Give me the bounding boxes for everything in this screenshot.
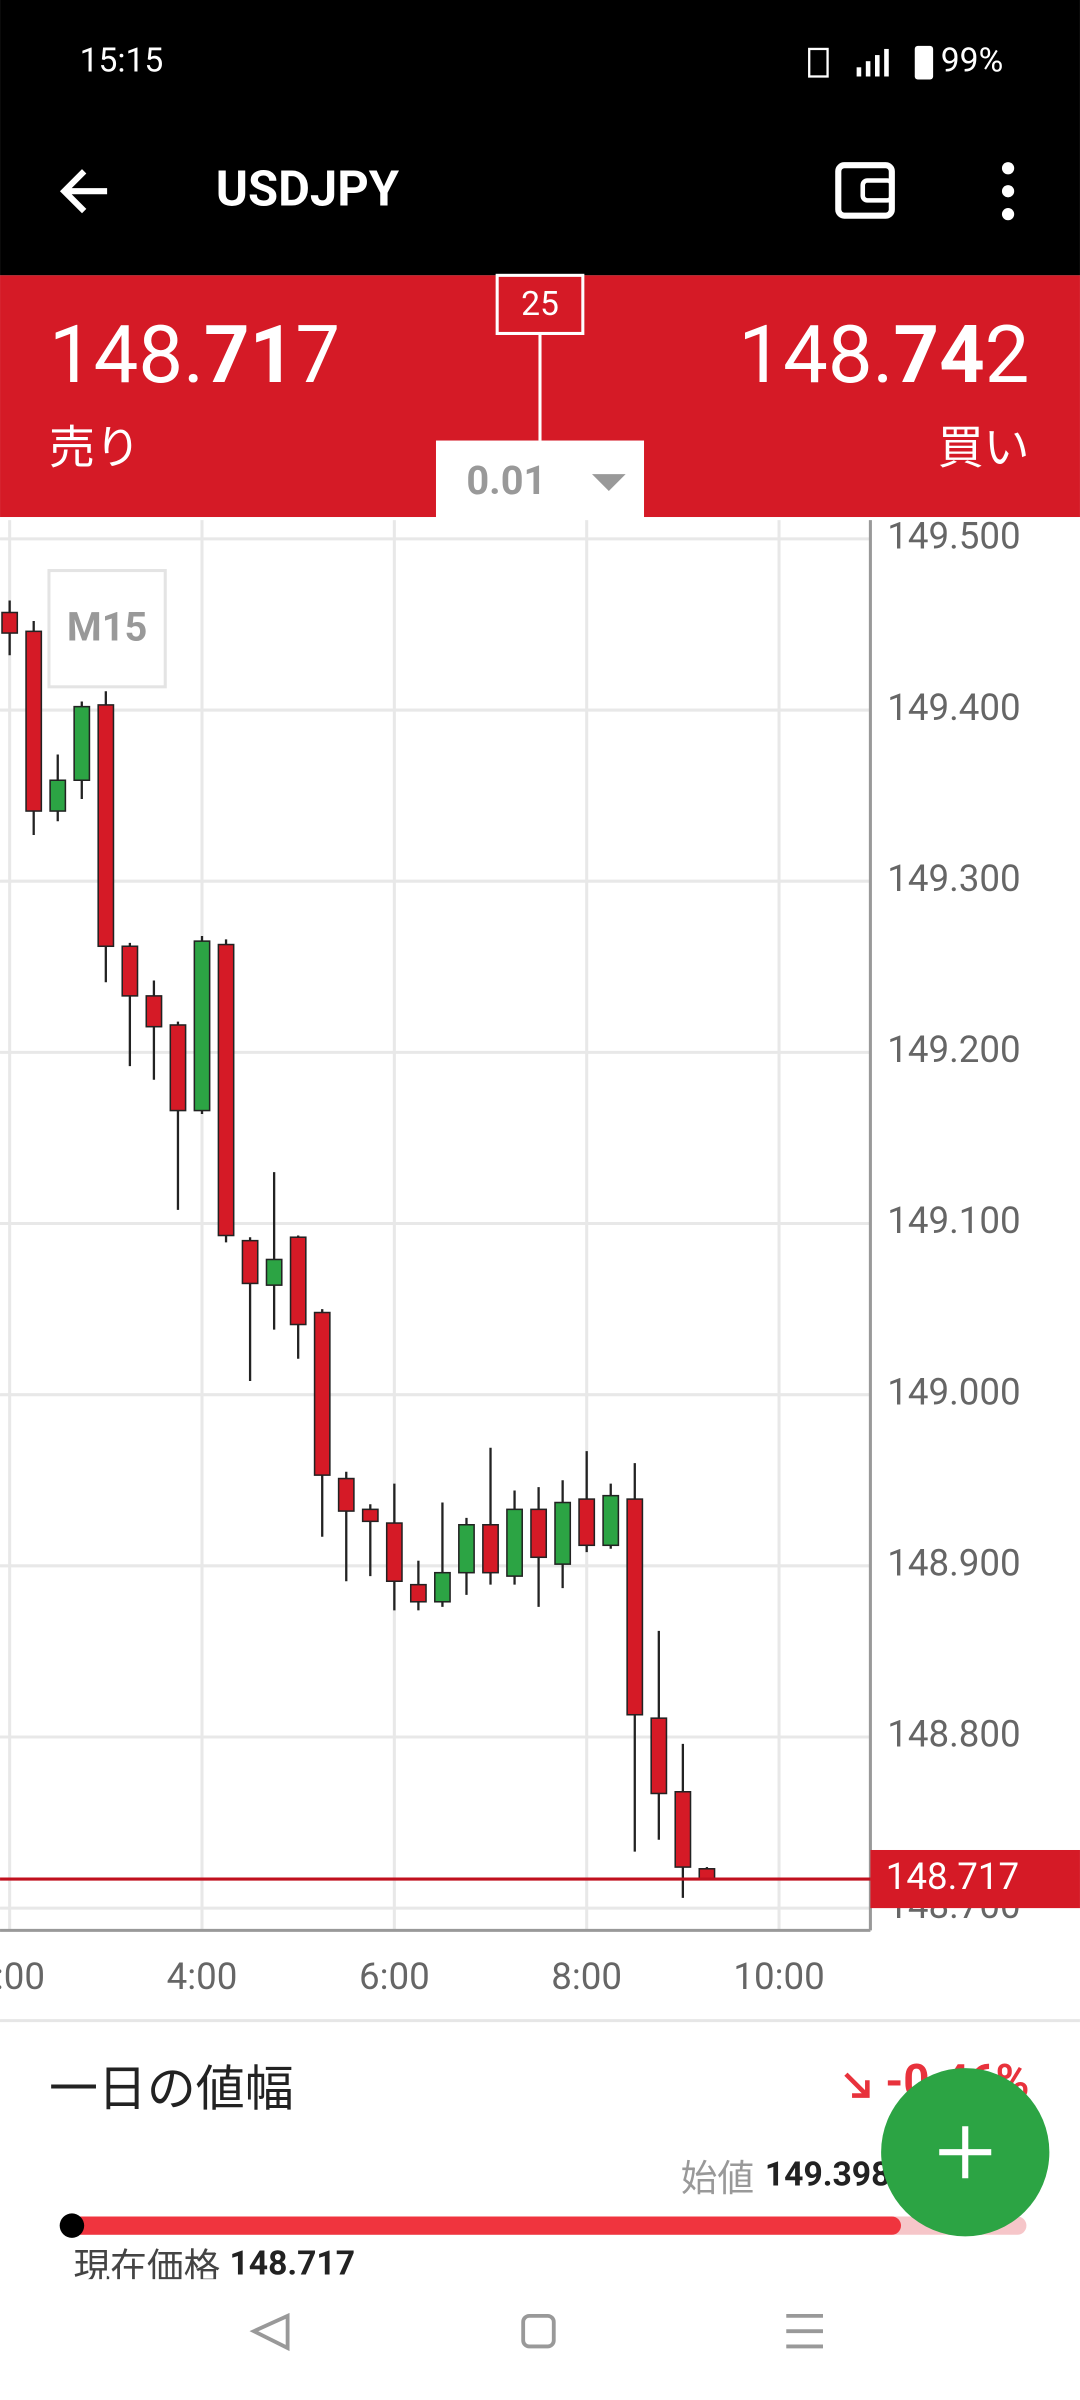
current-price-box <box>870 1849 1080 1909</box>
down-arrow <box>844 2072 870 2098</box>
lot-dropdown-arrow[interactable] <box>592 474 626 492</box>
sell-label[interactable]: 売り <box>49 421 141 475</box>
candle-body <box>530 1508 548 1559</box>
timeframe[interactable]: M15 <box>67 604 147 651</box>
x-tick-label: 4:00 <box>167 1955 238 1998</box>
candle-body <box>313 1311 331 1476</box>
top-bar <box>0 0 1080 276</box>
x-tick-label: 8:00 <box>551 1955 622 1998</box>
candle-body <box>49 779 67 812</box>
candle-body <box>506 1508 523 1577</box>
wallet-button[interactable] <box>835 162 895 219</box>
candle-body <box>602 1494 620 1547</box>
menu-button[interactable] <box>1001 162 1015 221</box>
sell-price[interactable]: 148.717 <box>49 309 340 402</box>
candle-body <box>361 1508 379 1523</box>
candle-body <box>1 611 19 634</box>
y-tick-label: 149.500 <box>887 515 1020 558</box>
y-tick-label: 149.200 <box>887 1028 1020 1071</box>
status-time: 15:15 <box>80 42 164 81</box>
candle-body <box>25 630 43 812</box>
y-tick-label: 149.300 <box>887 857 1020 900</box>
candle-body <box>73 705 91 781</box>
add-order-button[interactable] <box>881 2068 1050 2237</box>
candle-body <box>145 995 163 1028</box>
candle-body <box>289 1236 307 1326</box>
open-value: 149.398 <box>765 2156 891 2195</box>
current-value: 148.717 <box>229 2244 355 2283</box>
candle-body <box>121 945 139 997</box>
candle-body <box>434 1571 451 1603</box>
x-tick-label: 2:00 <box>0 1955 45 1998</box>
current-price-label: 148.717 <box>886 1855 1019 1898</box>
candle-body <box>698 1868 716 1880</box>
nav-recents[interactable] <box>786 2313 823 2349</box>
x-tick-label: 6:00 <box>359 1955 430 1998</box>
y-tick-label: 149.400 <box>887 686 1020 729</box>
candle-body <box>626 1498 644 1716</box>
buy-label[interactable]: 買い <box>938 421 1030 475</box>
y-tick-label: 149.000 <box>887 1370 1020 1413</box>
plot-area <box>1 600 716 1898</box>
candle-body <box>650 1717 668 1795</box>
battery-level: 99% <box>941 42 1003 81</box>
candle-body <box>385 1522 403 1583</box>
candle-body <box>97 704 115 948</box>
y-tick-label: 148.900 <box>887 1542 1020 1585</box>
candle-body <box>578 1498 596 1547</box>
open-label: 始値 <box>681 2157 754 2200</box>
x-tick-label: 10:00 <box>733 1955 824 1998</box>
nav-bar <box>0 2279 1080 2400</box>
signal-icons <box>808 45 934 80</box>
daily-range-title: 一日の値幅 <box>49 2060 294 2117</box>
y-tick-label: 148.800 <box>887 1713 1020 1756</box>
back-button[interactable] <box>59 169 108 214</box>
symbol-title: USDJPY <box>216 161 400 218</box>
candle-body <box>674 1791 692 1868</box>
candlestick-chart: 149.500 149.400 149.300 149.200 149.100 149.0… <box>0 515 1080 1998</box>
lot-size[interactable]: 0.01 <box>466 457 546 504</box>
spread: 25 <box>521 285 559 324</box>
candle-body <box>409 1583 427 1603</box>
nav-back[interactable] <box>249 2312 290 2352</box>
nav-home[interactable] <box>521 2313 556 2349</box>
candle-body <box>554 1501 572 1565</box>
range-marker <box>59 2213 85 2238</box>
candle-body <box>241 1239 259 1285</box>
candle-body <box>193 940 211 1112</box>
candle-body <box>265 1258 283 1286</box>
candle-body <box>482 1523 499 1574</box>
y-tick-label: 149.100 <box>887 1199 1020 1242</box>
candle-body <box>169 1024 187 1112</box>
timeframe-box[interactable] <box>47 569 167 689</box>
candle-body <box>458 1523 475 1574</box>
candle-body <box>217 943 235 1237</box>
buy-price[interactable]: 148.742 <box>738 309 1029 402</box>
candle-body <box>337 1477 355 1512</box>
